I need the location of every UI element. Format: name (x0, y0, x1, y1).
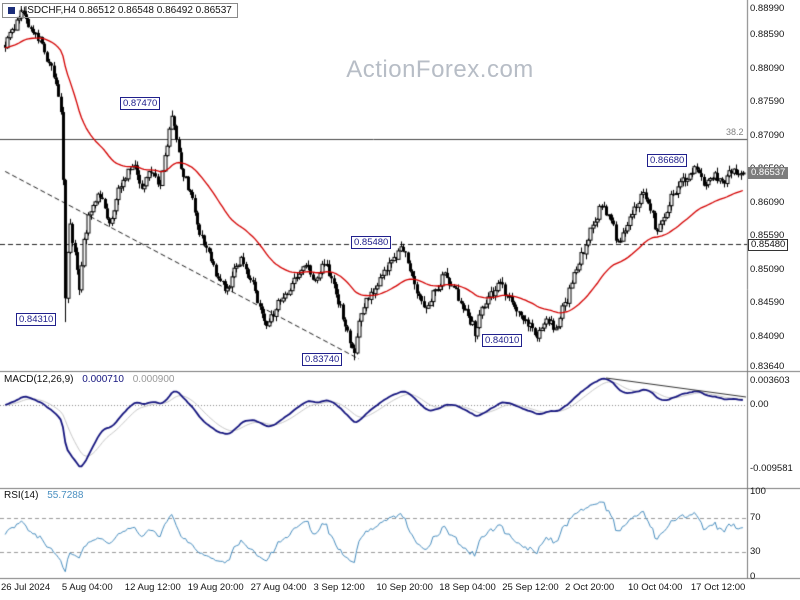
main-y-axis-label: 0.84590 (750, 297, 785, 309)
x-axis-time-label: 3 Sep 12:00 (313, 582, 365, 593)
x-axis-time-label: 17 Oct 12:00 (690, 582, 746, 593)
fib-382-label: 38.2 (726, 127, 744, 137)
x-axis-time-label: 10 Sep 20:00 (376, 582, 433, 593)
price-annotation-0.87470[interactable]: 0.87470 (120, 97, 161, 110)
main-y-axis-label: 0.86090 (750, 196, 785, 208)
x-axis-time-label: 10 Oct 04:00 (628, 582, 683, 593)
rsi-label: RSI(14) (4, 490, 39, 501)
x-axis-time-label: 12 Aug 12:00 (124, 582, 181, 593)
rsi-y-axis-label: 100 (750, 486, 766, 497)
macd-label: MACD(12,26,9) (4, 374, 74, 385)
x-axis-time-label: 26 Jul 2024 (1, 582, 51, 593)
x-axis-time-label: 19 Aug 20:00 (187, 582, 244, 593)
macd-main-value: 0.000710 (82, 374, 124, 385)
main-y-axis-label: 0.87090 (750, 129, 785, 141)
price-annotation-0.83740[interactable]: 0.83740 (302, 353, 343, 366)
rsi-header: RSI(14) 55.7288 (4, 490, 83, 501)
rsi-value: 55.7288 (47, 490, 84, 501)
x-axis-time-label: 18 Sep 04:00 (439, 582, 496, 593)
macd-y-axis-label: 0.00 (750, 399, 769, 410)
price-annotation-0.84310[interactable]: 0.84310 (16, 313, 57, 326)
macd-signal-value: 0.000900 (132, 374, 175, 385)
main-y-axis-label: 0.85090 (750, 263, 785, 275)
chart-title-box: USDCHF,H4 0.86512 0.86548 0.86492 0.8653… (2, 3, 238, 18)
macd-header: MACD(12,26,9) 0.000710 0.000900 (4, 374, 174, 385)
macd-y-axis-label: 0.003603 (750, 374, 790, 386)
main-y-axis-label: 0.88590 (750, 29, 785, 41)
main-y-axis-label: 0.88990 (750, 2, 785, 14)
main-y-axis-label: 0.83640 (750, 360, 785, 372)
x-axis-time-label: 25 Sep 12:00 (502, 582, 559, 593)
price-annotation-0.86680[interactable]: 0.86680 (647, 154, 688, 167)
rsi-y-axis-label: 30 (750, 545, 761, 557)
x-axis-time-label: 27 Aug 04:00 (250, 582, 307, 593)
price-annotation-0.85480[interactable]: 0.85480 (351, 236, 392, 249)
rsi-y-axis-label: 70 (750, 511, 761, 523)
symbol-icon (8, 7, 15, 14)
level-axis-tag[interactable]: 0.85480 (748, 239, 789, 251)
price-annotation-0.84010[interactable]: 0.84010 (482, 334, 523, 347)
current-price-axis-tag: 0.86537 (748, 167, 789, 179)
main-y-axis-label: 0.87590 (750, 96, 785, 108)
macd-y-axis-label: -0.009581 (750, 462, 793, 474)
main-y-axis-label: 0.84090 (750, 330, 785, 342)
x-axis-time-label: 5 Aug 04:00 (61, 582, 113, 593)
x-axis-time-label: 2 Oct 20:00 (565, 582, 615, 593)
symbol-ohlc-line: USDCHF,H4 0.86512 0.86548 0.86492 0.8653… (20, 5, 232, 16)
watermark: ActionForex.com (346, 56, 534, 83)
main-y-axis-label: 0.85590 (750, 230, 785, 242)
rsi-y-axis-label: 0 (750, 571, 756, 582)
main-y-axis-label: 0.88090 (750, 62, 785, 74)
